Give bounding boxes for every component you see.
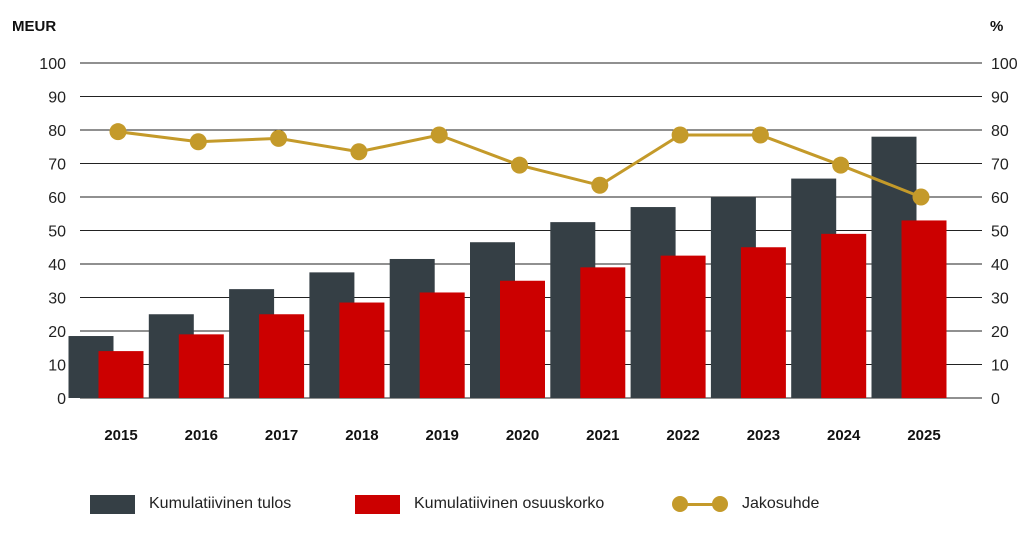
left-tick-label: 0 [57, 391, 66, 408]
right-axis-unit: % [990, 18, 1003, 35]
x-tick-label: 2017 [265, 427, 298, 444]
legend-swatch-tulos [90, 494, 135, 514]
point-jakosuhde [832, 156, 850, 174]
right-tick-label: 0 [991, 391, 1000, 408]
bar-osuuskorko [580, 267, 626, 398]
left-tick-label: 20 [48, 324, 66, 341]
bar-osuuskorko [500, 280, 545, 398]
point-jakosuhde [912, 188, 930, 206]
legend-label-jakosuhde: Jakosuhde [742, 495, 820, 512]
right-tick-label: 40 [991, 257, 1009, 274]
left-tick-label: 70 [48, 157, 66, 174]
right-tick-label: 10 [991, 358, 1009, 375]
right-tick-label: 20 [991, 324, 1009, 341]
x-tick-label: 2021 [586, 427, 619, 444]
right-tick-label: 50 [991, 224, 1009, 241]
right-tick-label: 80 [991, 123, 1009, 140]
left-tick-label: 90 [48, 90, 66, 107]
bar-osuuskorko [740, 247, 786, 398]
right-tick-label: 70 [991, 157, 1009, 174]
left-tick-label: 10 [48, 358, 66, 375]
bar-osuuskorko [660, 255, 706, 398]
point-jakosuhde [751, 126, 769, 144]
right-tick-label: 30 [991, 291, 1009, 308]
bar-osuuskorko [901, 220, 947, 398]
legend: Kumulatiivinen tulos Kumulatiivinen osuu… [0, 490, 1027, 520]
x-tick-label: 2016 [185, 427, 218, 444]
x-tick-label: 2020 [506, 427, 539, 444]
point-jakosuhde [189, 133, 207, 151]
right-tick-label: 60 [991, 190, 1009, 207]
legend-label-osuuskorko: Kumulatiivinen osuuskorko [414, 495, 605, 512]
legend-item-osuuskorko: Kumulatiivinen osuuskorko [355, 490, 604, 518]
bar-osuuskorko [178, 334, 224, 398]
left-tick-label: 30 [48, 291, 66, 308]
legend-item-jakosuhde: Jakosuhde [672, 490, 819, 518]
x-tick-label: 2023 [747, 427, 780, 444]
left-tick-label: 100 [39, 56, 66, 73]
legend-swatch-osuuskorko [355, 494, 400, 514]
point-jakosuhde [591, 176, 609, 194]
bar-osuuskorko [98, 351, 144, 398]
left-tick-label: 60 [48, 190, 66, 207]
x-tick-label: 2022 [666, 427, 699, 444]
point-jakosuhde [109, 123, 127, 141]
legend-swatch-jakosuhde [672, 494, 728, 514]
right-tick-label: 100 [991, 56, 1018, 73]
point-jakosuhde [671, 126, 689, 144]
x-tick-label: 2015 [104, 427, 137, 444]
x-tick-label: 2018 [345, 427, 378, 444]
bar-osuuskorko [339, 302, 385, 398]
point-jakosuhde [511, 156, 528, 174]
right-tick-label: 90 [991, 90, 1009, 107]
x-tick-label: 2019 [426, 427, 459, 444]
legend-label-tulos: Kumulatiivinen tulos [149, 495, 292, 512]
left-axis-unit: MEUR [12, 18, 56, 35]
x-tick-label: 2025 [907, 427, 940, 444]
bar-osuuskorko [259, 314, 305, 398]
point-jakosuhde [430, 126, 448, 144]
left-tick-label: 50 [48, 224, 66, 241]
point-jakosuhde [270, 129, 288, 147]
left-tick-label: 40 [48, 257, 66, 274]
left-tick-label: 80 [48, 123, 66, 140]
bar-osuuskorko [419, 292, 465, 398]
point-jakosuhde [350, 143, 368, 161]
bar-osuuskorko [821, 233, 867, 398]
legend-item-tulos: Kumulatiivinen tulos [90, 490, 291, 518]
x-tick-label: 2024 [827, 427, 861, 444]
